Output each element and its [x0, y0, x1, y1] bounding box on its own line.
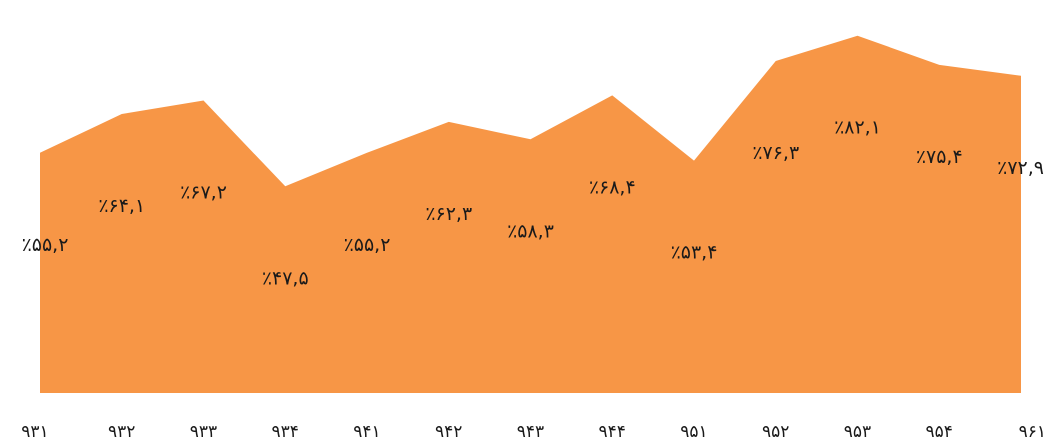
x-tick-label: ۹۵۲ [762, 422, 789, 442]
x-tick-label: ۹۵۱ [680, 422, 707, 442]
x-tick-label: ۹۴۲ [435, 422, 462, 442]
x-tick-label: ۹۶۱ [1019, 422, 1046, 442]
x-tick-label: ۹۳۲ [108, 422, 135, 442]
x-tick-label: ۹۳۳ [190, 422, 217, 442]
plot-area [40, 35, 1021, 394]
x-tick-label: ۹۵۳ [844, 422, 871, 442]
x-tick-label: ۹۳۴ [272, 422, 299, 442]
x-tick-label: ۹۴۴ [599, 422, 626, 442]
data-label: ٪۴۷,۵ [262, 267, 309, 289]
data-label: ٪۶۴,۱ [98, 195, 145, 217]
data-label: ٪۵۵,۲ [22, 234, 69, 256]
data-label: ٪۶۸,۴ [589, 176, 636, 198]
data-label: ٪۸۲,۱ [834, 117, 881, 139]
data-label: ٪۵۵,۲ [344, 234, 391, 256]
area-series [40, 35, 1021, 394]
data-label: ٪۷۵,۴ [916, 146, 963, 168]
data-label: ٪۶۷,۲ [180, 182, 227, 204]
data-label: ٪۵۳,۴ [671, 242, 718, 264]
x-axis-ticks: ۹۳۱ ۹۳۲ ۹۳۳ ۹۳۴ ۹۴۱ ۹۴۲ ۹۴۳ ۹۴۴ ۹۵۱ ۹۵۲ ۹۵۳ ۹۵۴ ۹۶۱ [21, 422, 1046, 442]
data-label: ٪۶۲,۳ [425, 203, 472, 225]
data-label: ٪۵۸,۳ [507, 220, 554, 242]
data-label: ٪۷۲,۹ [997, 157, 1044, 179]
data-label: ٪۷۶,۳ [752, 142, 799, 164]
x-tick-label: ۹۵۴ [926, 422, 953, 442]
data-labels: ٪۵۵,۲ ٪۶۴,۱ ٪۶۷,۲ ٪۴۷,۵ ٪۵۵,۲ ٪۶۲,۳ ٪۵۸,۳ ٪۶۸,۴… [22, 117, 1044, 290]
x-tick-label: ۹۴۳ [517, 422, 544, 442]
x-tick-label: ۹۳۱ [21, 422, 48, 442]
x-tick-label: ۹۴۱ [353, 422, 380, 442]
